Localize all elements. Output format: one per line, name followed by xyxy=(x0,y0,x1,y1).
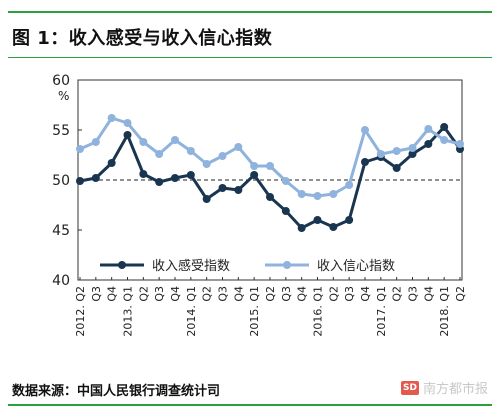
watermark-text: 南方都市报 xyxy=(422,382,488,397)
series-point-1 xyxy=(186,147,195,155)
series-point-1 xyxy=(171,136,179,144)
series-point-1 xyxy=(361,126,369,134)
series-point-0 xyxy=(266,193,274,201)
figure-title: 图 1：收入感受与收入信心指数 xyxy=(12,28,273,49)
y-tick-label: 55 xyxy=(52,123,70,139)
y-tick-label: 40 xyxy=(52,273,70,289)
series-point-0 xyxy=(281,207,290,215)
series-point-0 xyxy=(408,150,417,158)
series-point-0 xyxy=(345,216,354,224)
x-tick-label: Q2 xyxy=(137,286,150,302)
series-point-0 xyxy=(424,140,433,148)
series-point-1 xyxy=(123,119,132,127)
series-point-1 xyxy=(408,144,417,152)
series-point-0 xyxy=(76,177,84,185)
series-point-0 xyxy=(107,159,116,167)
series-point-1 xyxy=(218,152,227,160)
x-tick-label: Q2 xyxy=(391,286,404,302)
series-point-1 xyxy=(76,145,84,153)
top-rule xyxy=(8,11,492,13)
series-point-1 xyxy=(250,162,259,170)
x-tick-label: Q4 xyxy=(232,286,245,302)
series-point-0 xyxy=(91,174,100,182)
series-point-1 xyxy=(266,162,274,170)
series-point-1 xyxy=(329,190,338,198)
series-line-0 xyxy=(79,125,462,230)
x-tick-label: Q3 xyxy=(407,286,420,302)
series-point-0 xyxy=(171,174,179,182)
series-point-1 xyxy=(281,177,290,185)
series-point-1 xyxy=(424,125,433,133)
series-point-0 xyxy=(155,178,164,186)
legend-label-1: 收入信心指数 xyxy=(317,259,395,274)
series-point-1 xyxy=(234,143,243,151)
series-point-0 xyxy=(313,216,322,224)
title-rule xyxy=(8,57,492,58)
series-point-1 xyxy=(139,138,148,146)
series-point-1 xyxy=(392,147,401,155)
x-tick-label: 2015. Q1 xyxy=(248,286,261,337)
series-point-1 xyxy=(345,181,354,189)
series-point-1 xyxy=(155,150,164,158)
series-point-0 xyxy=(440,123,449,131)
x-tick-label: Q4 xyxy=(359,286,372,302)
x-tick-label: 2017. Q1 xyxy=(375,286,388,337)
series-point-0 xyxy=(234,186,243,194)
x-tick-label: 2014. Q1 xyxy=(185,286,198,337)
series-point-0 xyxy=(123,131,132,139)
series-point-1 xyxy=(456,140,464,148)
x-tick-label: Q2 xyxy=(201,286,214,302)
x-tick-label: Q3 xyxy=(217,286,230,302)
series-point-0 xyxy=(392,164,401,172)
legend-marker-1 xyxy=(283,261,291,269)
bottom-rule xyxy=(8,404,492,406)
legend-label-0: 收入感受指数 xyxy=(152,258,230,274)
series-point-0 xyxy=(250,171,259,179)
x-tick-label: Q2 xyxy=(454,286,467,302)
series-point-0 xyxy=(186,171,195,179)
series-point-1 xyxy=(376,150,385,158)
series-point-1 xyxy=(107,114,116,122)
x-tick-label: Q3 xyxy=(153,286,166,302)
x-tick-label: Q4 xyxy=(106,286,119,302)
x-tick-label: Q2 xyxy=(264,286,277,302)
x-tick-label: 2013. Q1 xyxy=(122,286,135,337)
series-point-0 xyxy=(218,184,227,192)
y-tick-label: 50 xyxy=(52,173,70,189)
y-unit-label: % xyxy=(58,89,69,103)
series-point-0 xyxy=(361,158,369,166)
x-tick-label: 2012. Q2 xyxy=(74,286,87,337)
x-tick-label: Q3 xyxy=(280,286,293,302)
x-tick-label: 2016. Q1 xyxy=(312,286,325,337)
x-tick-label: Q3 xyxy=(90,286,103,302)
x-tick-label: Q4 xyxy=(422,286,435,302)
x-tick-label: 2018. Q1 xyxy=(438,286,451,337)
legend-marker-0 xyxy=(118,261,126,269)
x-tick-label: Q4 xyxy=(296,286,309,302)
series-point-1 xyxy=(313,192,322,200)
x-tick-label: Q4 xyxy=(169,286,182,302)
series-point-1 xyxy=(91,138,100,146)
y-tick-label: 60 xyxy=(52,73,70,89)
series-point-0 xyxy=(329,223,338,231)
series-point-0 xyxy=(202,195,211,203)
series-point-1 xyxy=(297,190,306,198)
watermark-logo: SD xyxy=(400,380,419,395)
x-tick-label: Q3 xyxy=(343,286,356,302)
source-note: 数据来源：中国人民银行调查统计司 xyxy=(12,384,221,399)
y-tick-label: 45 xyxy=(52,223,70,239)
series-point-1 xyxy=(202,160,211,168)
watermark: SD 南方都市报 xyxy=(400,378,488,397)
series-point-0 xyxy=(297,224,306,232)
x-tick-label: Q2 xyxy=(327,286,340,302)
series-point-0 xyxy=(139,170,148,178)
series-point-1 xyxy=(440,136,449,144)
